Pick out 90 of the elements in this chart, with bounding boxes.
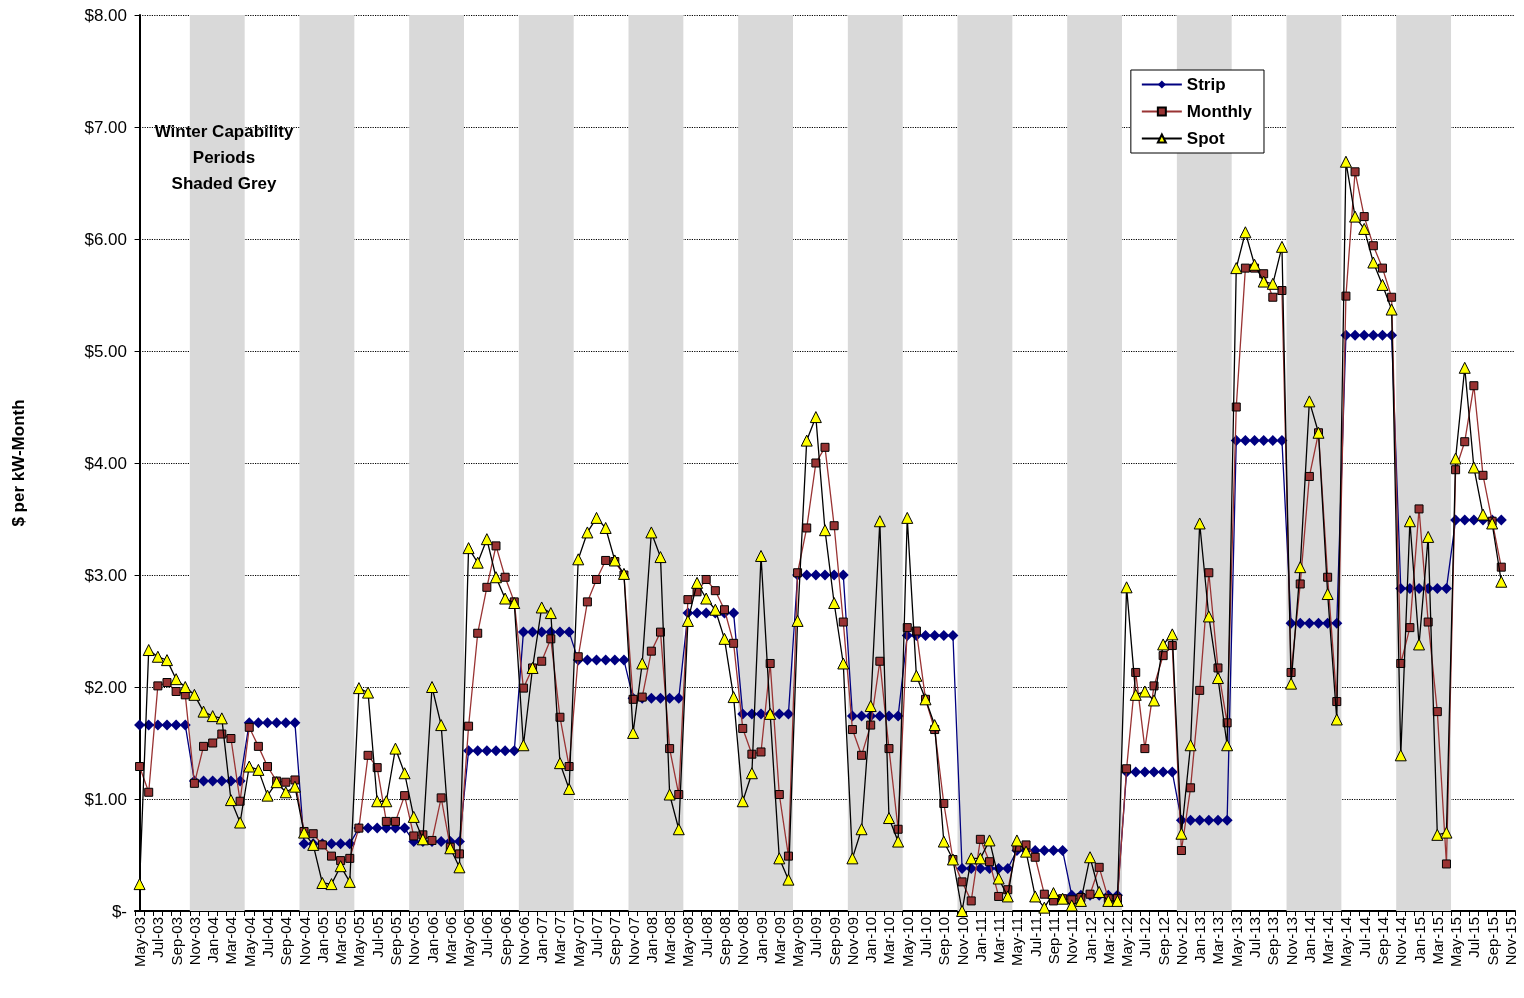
x-tick-label: Nov-09 — [843, 917, 861, 966]
annotation: Winter Capability Periods Shaded Grey — [154, 121, 294, 193]
x-tick-label: Mar-04 — [222, 917, 240, 965]
x-tick-label: May-10 — [898, 917, 916, 968]
x-tick-label: Jan-09 — [752, 917, 770, 963]
x-tick-label: Jul-08 — [697, 917, 715, 958]
x-tick-label: Nov-06 — [514, 917, 532, 966]
legend-label: Strip — [1186, 75, 1226, 94]
x-tick-label: Jan-10 — [862, 917, 880, 963]
x-tick-label: Jan-04 — [204, 917, 222, 963]
x-tick-label: May-15 — [1447, 917, 1465, 968]
x-tick-label: May-13 — [1227, 917, 1245, 968]
x-tick-label: Jul-13 — [1246, 917, 1264, 958]
y-tick-label: $1.00 — [84, 789, 127, 809]
x-tick-label: Jan-08 — [642, 917, 660, 963]
x-tick-label: Sep-08 — [715, 917, 733, 966]
x-tick-label: Mar-06 — [441, 917, 459, 965]
x-tick-label: Jul-10 — [917, 917, 935, 958]
x-tick-label: Mar-09 — [770, 917, 788, 965]
x-tick-label: Nov-14 — [1392, 917, 1410, 966]
x-tick-label: Mar-08 — [661, 917, 679, 965]
x-tick-label: Nov-07 — [624, 917, 642, 966]
x-tick-label: Nov-08 — [734, 917, 752, 966]
x-tick-label: Jan-15 — [1410, 917, 1428, 963]
y-tick-label: $6.00 — [84, 229, 127, 249]
x-tick-label: Sep-14 — [1373, 917, 1391, 966]
x-tick-label: May-04 — [240, 917, 258, 968]
x-tick-label: Jan-11 — [971, 917, 989, 962]
x-tick-label: Jul-06 — [478, 917, 496, 958]
x-tick-label: May-05 — [350, 917, 368, 968]
x-tick-label: May-14 — [1337, 917, 1355, 968]
x-tick-label: Jul-04 — [259, 917, 277, 958]
x-tick-label: Nov-04 — [295, 917, 313, 966]
x-tick-label: Jan-12 — [1081, 917, 1099, 963]
x-tick-label: May-06 — [460, 917, 478, 968]
x-tick-label: Sep-10 — [935, 917, 953, 966]
y-tick-label: $4.00 — [84, 453, 127, 473]
x-tick-label: Sep-13 — [1264, 917, 1282, 966]
x-tick-label: May-11 — [1008, 917, 1026, 966]
x-tick-label: Sep-04 — [277, 917, 295, 966]
x-tick-label: Mar-13 — [1209, 917, 1227, 965]
y-tick-label: $- — [111, 901, 127, 921]
x-tick-label: Jul-03 — [149, 917, 167, 958]
y-tick-label: $3.00 — [84, 565, 127, 585]
y-tick-label: $7.00 — [84, 117, 127, 137]
y-axis-title: $ per kW-Month — [9, 399, 28, 527]
x-tick-label: Sep-12 — [1154, 917, 1172, 966]
x-tick-label: Nov-05 — [405, 917, 423, 966]
x-tick-label: Jan-13 — [1191, 917, 1209, 963]
x-tick-label: Jul-07 — [588, 917, 606, 958]
x-tick-label: May-07 — [569, 917, 587, 968]
x-tick-label: Jul-14 — [1355, 917, 1373, 958]
x-tick-label: Jul-15 — [1465, 917, 1483, 958]
x-tick-label: Jul-09 — [807, 917, 825, 958]
x-tick-label: Jan-05 — [313, 917, 331, 963]
x-tick-label: May-03 — [131, 917, 149, 968]
x-tick-label: Mar-14 — [1319, 917, 1337, 965]
x-tick-label: Jul-11 — [1026, 917, 1044, 957]
x-tick-label: Jan-07 — [533, 917, 551, 963]
x-tick-label: Mar-15 — [1428, 917, 1446, 965]
x-tick-label: Sep-06 — [496, 917, 514, 966]
legend-label: Monthly — [1186, 102, 1253, 121]
x-tick-label: Sep-09 — [825, 917, 843, 966]
legend-label: Spot — [1186, 129, 1225, 148]
x-tick-label: May-12 — [1118, 917, 1136, 968]
x-tick-label: Mar-10 — [880, 917, 898, 965]
x-tick-label: Nov-12 — [1172, 917, 1190, 966]
x-tick-label: Mar-05 — [332, 917, 350, 965]
y-tick-label: $2.00 — [84, 677, 127, 697]
x-tick-label: Jul-05 — [368, 917, 386, 958]
x-tick-label: Nov-11 — [1063, 917, 1081, 965]
x-tick-label: Mar-12 — [1099, 917, 1117, 965]
y-tick-label: $5.00 — [84, 341, 127, 361]
y-tick-label: $8.00 — [84, 5, 127, 25]
x-tick-label: Nov-10 — [953, 917, 971, 966]
x-tick-label: Mar-07 — [551, 917, 569, 965]
x-tick-label: Nov-03 — [185, 917, 203, 966]
x-tick-label: Sep-07 — [606, 917, 624, 966]
x-tick-label: Nov-13 — [1282, 917, 1300, 966]
x-tick-label: Mar-11 — [990, 917, 1008, 964]
x-tick-label: Sep-11 — [1044, 917, 1062, 965]
x-tick-label: Nov-15 — [1501, 917, 1519, 966]
x-tick-label: Sep-05 — [386, 917, 404, 966]
x-tick-label: Sep-15 — [1483, 917, 1501, 966]
x-tick-label: Sep-03 — [167, 917, 185, 966]
x-tick-label: Jan-14 — [1300, 917, 1318, 963]
x-tick-label: May-09 — [789, 917, 807, 968]
x-tick-label: Jul-12 — [1136, 917, 1154, 958]
x-tick-label: Jan-06 — [423, 917, 441, 963]
x-tick-label: May-08 — [679, 917, 697, 968]
